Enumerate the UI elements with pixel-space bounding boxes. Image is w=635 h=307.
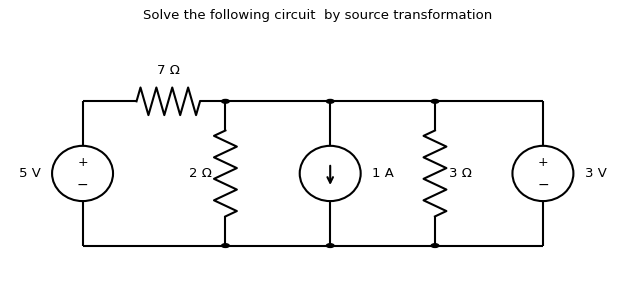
Text: 2 Ω: 2 Ω [189,167,211,180]
Circle shape [222,244,229,247]
Text: Solve the following circuit  by source transformation: Solve the following circuit by source tr… [143,9,492,22]
Circle shape [222,99,229,103]
Circle shape [431,99,439,103]
Text: +: + [77,156,88,169]
Text: 5 V: 5 V [19,167,41,180]
Circle shape [431,244,439,247]
Text: 7 Ω: 7 Ω [157,64,180,77]
Text: 3 V: 3 V [585,167,606,180]
Text: 1 A: 1 A [372,167,394,180]
Text: +: + [538,156,548,169]
Text: −: − [537,177,549,192]
Text: −: − [77,177,88,192]
Circle shape [326,99,334,103]
Circle shape [326,244,334,247]
Text: 3 Ω: 3 Ω [449,167,472,180]
